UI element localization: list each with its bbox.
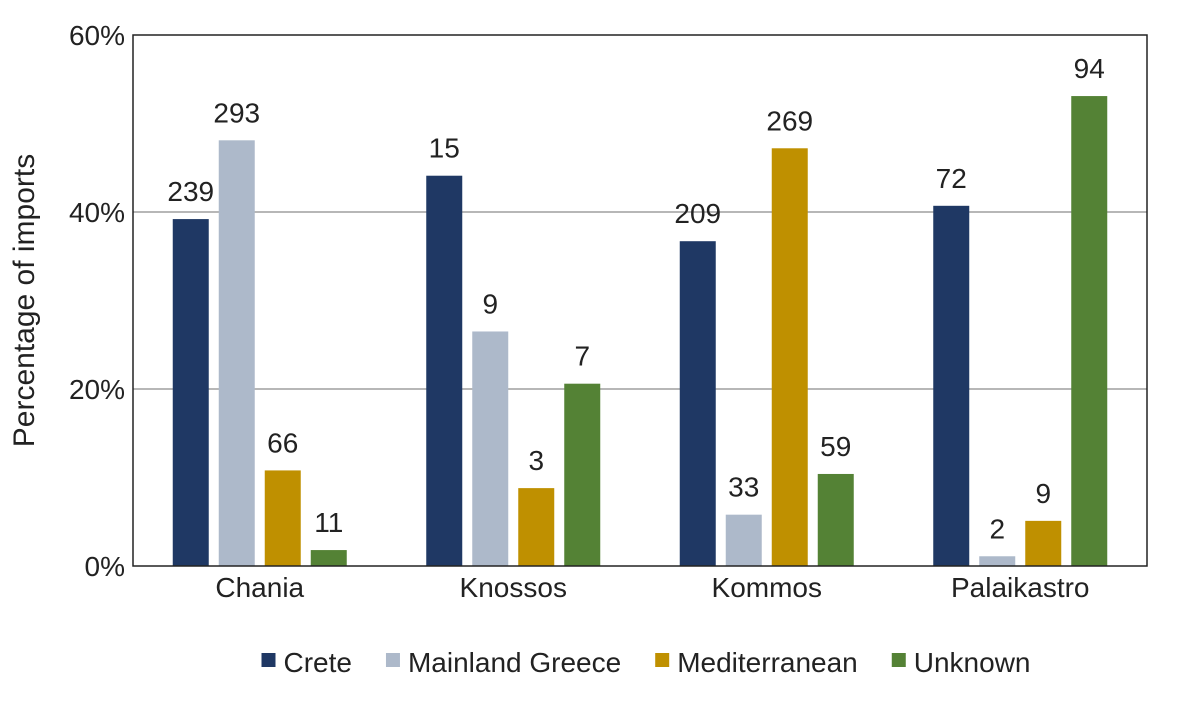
legend-item: Unknown [891,647,1031,678]
bar-unknown [817,473,854,566]
x-axis-categories: Chania Knossos Kommos Palaikastro [215,572,1089,603]
data-label: 293 [213,97,260,128]
x-category-label: Kommos [712,572,822,603]
bar-crete [426,175,463,566]
data-label: 3 [528,445,544,476]
legend-label: Mediterranean [677,647,858,678]
bar-crete [933,205,970,566]
bar-mainland-greece [979,556,1016,566]
bar-mainland-greece [725,514,762,566]
legend-swatch [261,653,276,667]
legend-swatch [891,653,906,667]
bar-crete [679,241,716,566]
data-label: 209 [674,198,721,229]
legend-swatch [385,653,400,667]
data-label: 94 [1074,53,1105,84]
y-tick-label: 0% [85,551,125,582]
data-label: 59 [820,431,851,462]
data-label: 72 [936,163,967,194]
legend-item: Crete [261,647,352,678]
bar-crete [172,219,209,566]
legend-label: Mainland Greece [408,647,621,678]
data-label: 7 [574,341,590,372]
data-label: 9 [482,288,498,319]
bar-mainland-greece [472,331,509,566]
bar-unknown [1071,96,1108,566]
legend-item: Mediterranean [655,647,858,678]
plot-frame [132,34,1148,567]
data-label: 9 [1035,478,1051,509]
bar-mediterranean [1025,520,1062,566]
bar-mediterranean [518,488,555,566]
x-category-label: Palaikastro [951,572,1090,603]
x-category-label: Chania [215,572,304,603]
bar-mediterranean [264,470,301,566]
data-label: 2 [989,513,1005,544]
bar-unknown [310,550,347,566]
legend-label: Crete [284,647,352,678]
y-tick-label: 60% [69,20,125,51]
y-tick-label: 40% [69,197,125,228]
data-label: 33 [728,472,759,503]
legend-item: Mainland Greece [385,647,621,678]
data-label: 66 [267,427,298,458]
legend-label: Unknown [914,647,1031,678]
bar-mainland-greece [218,140,255,566]
y-tick-label: 20% [69,374,125,405]
bar-mediterranean [771,148,808,566]
x-category-label: Knossos [460,572,567,603]
legend: Crete Mainland Greece Mediterranean Unknown [261,647,1031,678]
bar-unknown [564,383,601,566]
y-axis-title: Percentage of imports [8,154,41,447]
data-label: 269 [766,105,813,136]
data-label: 11 [314,507,343,538]
gridlines [133,211,1147,390]
bars [172,96,1108,566]
data-label: 239 [167,176,214,207]
y-axis-ticks: 0% 20% 40% 60% [69,20,125,582]
data-label: 15 [429,133,460,164]
legend-swatch [655,653,670,667]
